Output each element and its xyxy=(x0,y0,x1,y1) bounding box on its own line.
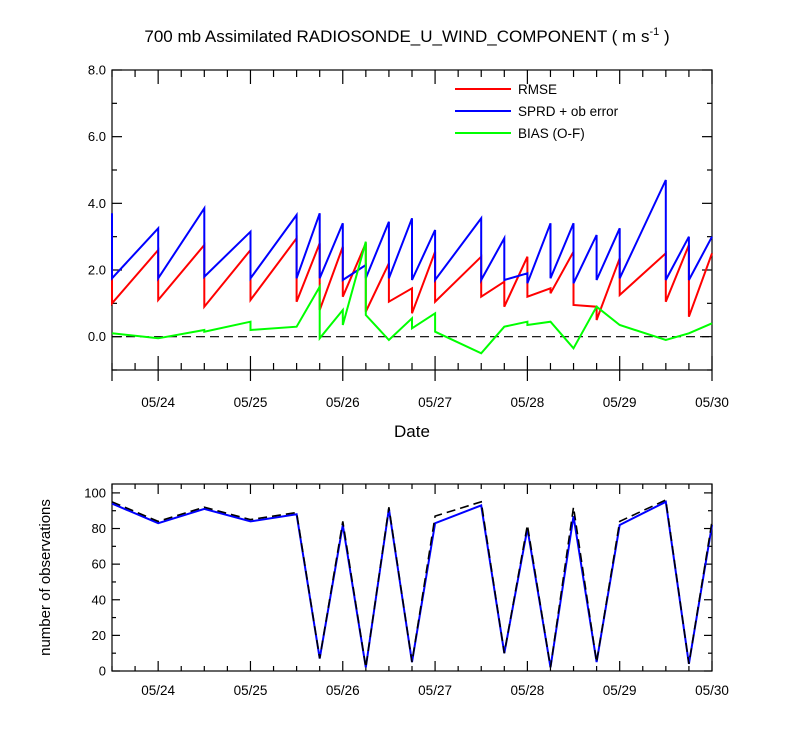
y-tick-label: 0 xyxy=(99,664,106,679)
plot-frame xyxy=(111,483,713,672)
x-tick-label: 05/27 xyxy=(418,395,452,410)
legend-label: SPRD + ob error xyxy=(518,104,619,119)
chart-title-end: ) xyxy=(659,27,669,46)
x-tick-label: 05/24 xyxy=(141,683,175,698)
x-tick-label: 05/30 xyxy=(695,683,729,698)
series-line-dashed xyxy=(111,498,713,668)
series-line-solid xyxy=(111,500,713,668)
y-tick-label: 8.0 xyxy=(88,63,106,78)
y-tick-label: 4.0 xyxy=(88,196,106,211)
y-tick-label: 0.0 xyxy=(88,329,106,344)
x-tick-label: 05/29 xyxy=(603,395,637,410)
legend-label: BIAS (O-F) xyxy=(518,126,585,141)
y-tick-label: 60 xyxy=(92,557,106,572)
x-tick-label: 05/28 xyxy=(510,683,544,698)
y-tick-label: 100 xyxy=(84,485,106,500)
y-axis-title: number of observations xyxy=(37,499,54,656)
bottom-chart: 05/24 05/25 05/26 05/27 05/28 05/29 05/30 100 80… xyxy=(37,483,729,698)
y-tick-label: 40 xyxy=(92,592,106,607)
x-tick-label: 05/26 xyxy=(326,683,360,698)
y-tick-label: 6.0 xyxy=(88,129,106,144)
x-tick-label: 05/24 xyxy=(141,395,175,410)
chart-title: 700 mb Assimilated RADIOSONDE_U_WIND_COM… xyxy=(144,26,669,46)
y-tick-label: 20 xyxy=(92,628,106,643)
y-tick-label: 80 xyxy=(92,521,106,536)
chart-title-unit-exponent: -1 xyxy=(649,26,659,38)
x-tick-label: 05/28 xyxy=(510,395,544,410)
x-tick-label: 05/25 xyxy=(234,683,268,698)
x-tick-label: 05/25 xyxy=(234,395,268,410)
chart-title-main: 700 mb Assimilated RADIOSONDE_U_WIND_COM… xyxy=(144,27,649,46)
legend-label: RMSE xyxy=(518,82,557,97)
series-line-bias-o-f xyxy=(111,241,713,355)
x-tick-label: 05/29 xyxy=(603,683,637,698)
y-tick-label: 2.0 xyxy=(88,263,106,278)
x-tick-label: 05/26 xyxy=(326,395,360,410)
x-axis-title: Date xyxy=(394,422,430,441)
series-line-sprd-ob-error xyxy=(111,179,713,284)
top-chart: 05/24 05/25 05/26 05/27 05/28 05/29 05/30 8.0 6.… xyxy=(88,63,729,442)
x-tick-label: 05/27 xyxy=(418,683,452,698)
x-tick-label: 05/30 xyxy=(695,395,729,410)
